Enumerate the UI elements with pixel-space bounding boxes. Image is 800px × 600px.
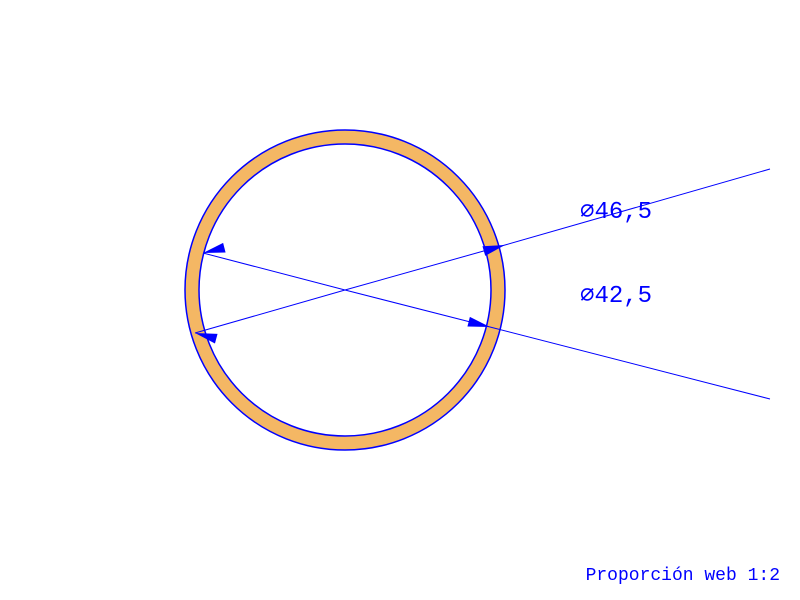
scale-footer: Proporción web 1:2 — [586, 566, 780, 586]
technical-drawing: ⌀46,5 ⌀42,5 Proporción web 1:2 — [0, 0, 800, 600]
dimension-inner: ⌀42,5 — [203, 243, 770, 399]
dimension-line-outer — [195, 169, 770, 333]
dimension-label-outer: ⌀46,5 — [580, 199, 652, 226]
arrow-head — [467, 317, 490, 327]
dimension-label-inner: ⌀42,5 — [580, 283, 652, 310]
dimension-outer: ⌀46,5 — [195, 169, 770, 344]
